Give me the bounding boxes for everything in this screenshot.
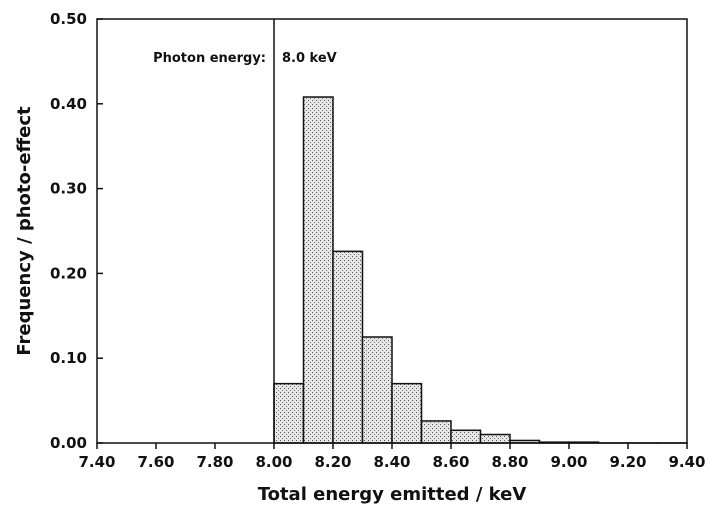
bar <box>363 337 393 443</box>
x-tick-label: 7.60 <box>137 453 174 471</box>
x-tick-label: 8.60 <box>432 453 469 471</box>
y-tick-label: 0.50 <box>50 10 87 28</box>
x-tick-label: 8.80 <box>491 453 528 471</box>
y-tick-label: 0.30 <box>50 180 87 198</box>
x-tick-label: 7.40 <box>78 453 115 471</box>
bar <box>392 384 422 443</box>
bar <box>333 251 363 443</box>
annotation: Photon energy: <box>153 51 266 66</box>
x-tick-label: 8.20 <box>314 453 351 471</box>
bar <box>481 435 511 443</box>
y-tick-label: 0.40 <box>50 95 87 113</box>
x-tick-label: 8.40 <box>373 453 410 471</box>
y-tick-label: 0.00 <box>50 434 87 452</box>
x-tick-label: 7.80 <box>196 453 233 471</box>
x-tick-label: 9.40 <box>668 453 705 471</box>
bar <box>451 430 481 443</box>
y-axis-title: Frequency / photo-effect <box>14 106 35 356</box>
x-tick-label: 9.00 <box>550 453 587 471</box>
x-tick-label: 8.00 <box>255 453 292 471</box>
bar <box>304 97 334 443</box>
x-tick-label: 9.20 <box>609 453 646 471</box>
annotation: 8.0 keV <box>282 51 337 66</box>
y-tick-label: 0.10 <box>50 349 87 367</box>
bar <box>422 421 452 443</box>
bar <box>274 384 304 443</box>
y-tick-label: 0.20 <box>50 264 87 282</box>
x-axis-title: Total energy emitted / keV <box>258 484 527 505</box>
